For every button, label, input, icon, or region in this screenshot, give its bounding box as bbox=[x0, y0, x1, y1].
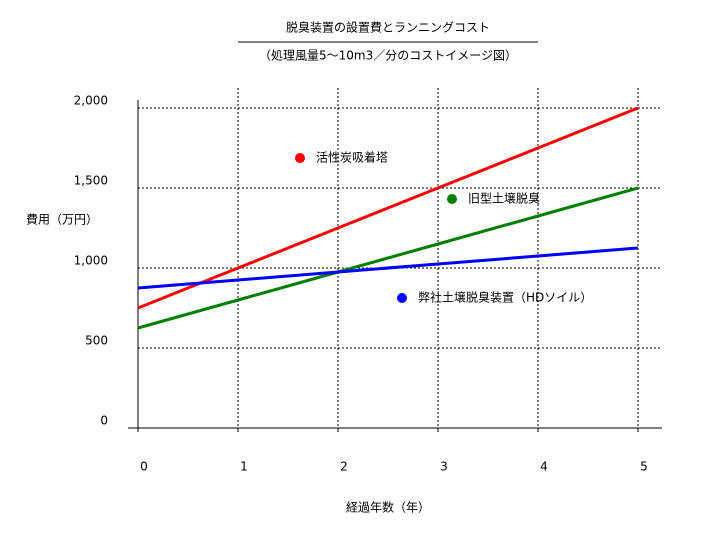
y-tick-label: 1,000 bbox=[74, 254, 108, 268]
series-line bbox=[137, 106, 639, 310]
x-tick-label: 3 bbox=[440, 460, 448, 474]
x-tick-label: 2 bbox=[340, 460, 348, 474]
x-axis-label: 経過年数（年） bbox=[346, 500, 430, 515]
legend-marker bbox=[397, 293, 407, 303]
legend-label: 弊社土壌脱臭装置（HDソイル） bbox=[418, 290, 592, 305]
x-tick-label: 1 bbox=[240, 460, 248, 474]
y-tick-label: 1,500 bbox=[74, 174, 108, 188]
y-tick-label: 2,000 bbox=[74, 94, 108, 108]
chart-title: 脱臭装置の設置費とランニングコスト bbox=[286, 20, 490, 35]
series-line bbox=[137, 246, 639, 290]
x-tick-label: 0 bbox=[140, 460, 148, 474]
x-tick-label: 4 bbox=[540, 460, 548, 474]
legend-marker bbox=[447, 194, 457, 204]
y-tick-label: 0 bbox=[100, 414, 108, 428]
legend-label: 旧型土壌脱臭 bbox=[468, 191, 540, 206]
y-tick-label: 500 bbox=[85, 334, 108, 348]
legend-marker bbox=[295, 153, 305, 163]
chart-subtitle: （処理風量5～10m3／分のコストイメージ図） bbox=[259, 49, 517, 63]
legend-label: 活性炭吸着塔 bbox=[316, 150, 388, 165]
series-line bbox=[137, 186, 639, 330]
x-tick-label: 5 bbox=[640, 460, 648, 474]
y-axis-label: 費用（万円） bbox=[26, 212, 98, 227]
